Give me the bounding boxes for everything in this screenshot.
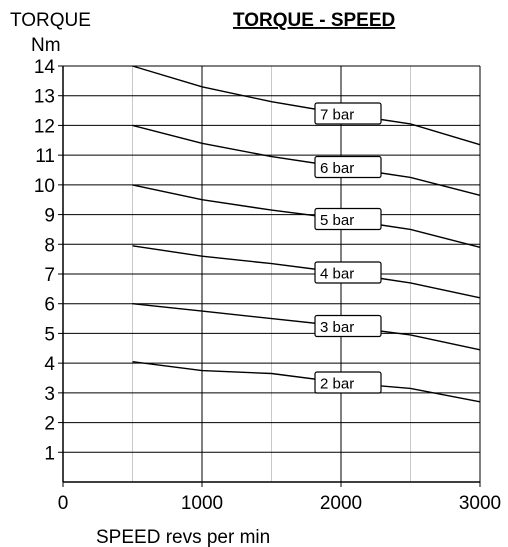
y-tick-label: 2 (44, 414, 55, 435)
y-axis-label-line1: TORQUE (10, 10, 91, 31)
series-line (132, 303, 481, 351)
x-tick-label: 0 (58, 493, 69, 514)
chart-title: TORQUE - SPEED (233, 10, 395, 31)
y-tick-label: 7 (44, 265, 55, 286)
x-tick-label: 2000 (320, 493, 362, 514)
y-tick-label: 9 (44, 206, 55, 227)
y-tick-label: 3 (44, 384, 55, 405)
series-line (132, 245, 481, 299)
x-tick-label: 3000 (459, 493, 501, 514)
series-label-box (314, 261, 382, 284)
series-label-box (314, 102, 382, 125)
series-label-box (314, 314, 382, 338)
series-label-box (314, 207, 382, 231)
series-line (132, 124, 481, 196)
series-label: 2 bar (320, 376, 354, 393)
x-tick-label: 1000 (181, 493, 223, 514)
y-tick-label: 1 (44, 443, 55, 464)
y-tick-label: 5 (44, 324, 55, 345)
y-axis-label-line2: Nm (31, 35, 61, 56)
series-label: 4 bar (320, 266, 354, 283)
series-label: 3 bar (320, 319, 354, 336)
y-tick-label: 11 (35, 146, 55, 167)
series-label: 5 bar (320, 212, 354, 229)
y-tick-label: 6 (44, 295, 55, 316)
y-tick-label: 4 (44, 354, 55, 375)
series-label-box (314, 371, 382, 394)
grid (63, 65, 481, 482)
y-tick-label: 13 (34, 87, 55, 108)
y-tick-label: 10 (34, 176, 55, 197)
series-line (132, 65, 481, 146)
y-tick-label: 8 (44, 235, 55, 256)
series-label: 7 bar (320, 107, 354, 124)
y-tick-label: 12 (34, 116, 55, 137)
series-label: 6 bar (320, 160, 354, 177)
series-line (132, 361, 481, 403)
series-label-box (314, 155, 382, 179)
x-axis-label: SPEED revs per min (96, 527, 270, 547)
series-label-group: 7 bar 6 bar 5 bar 4 bar 3 bar 2 bar (314, 102, 382, 394)
series-line (132, 184, 481, 248)
y-tick-label: 14 (34, 57, 56, 78)
series-group (132, 65, 481, 403)
